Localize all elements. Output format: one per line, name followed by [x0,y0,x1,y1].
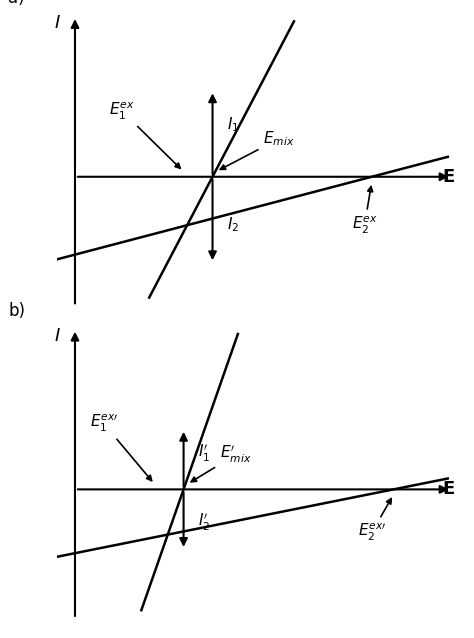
Text: $I$: $I$ [54,15,61,33]
Text: $I_1^{\prime}$: $I_1^{\prime}$ [198,443,210,464]
Text: $E_1^{ex}$: $E_1^{ex}$ [109,101,180,168]
Text: $I_1$: $I_1$ [227,115,239,135]
Text: $E_2^{ex}$: $E_2^{ex}$ [352,186,377,235]
Text: $E_{mix}$: $E_{mix}$ [220,130,294,170]
Text: $\mathbf{E}$: $\mathbf{E}$ [442,480,455,498]
Text: $E_1^{ex\prime}$: $E_1^{ex\prime}$ [90,413,152,480]
Text: $I_2^{\prime}$: $I_2^{\prime}$ [198,512,210,533]
Text: $E_2^{ex\prime}$: $E_2^{ex\prime}$ [357,498,391,543]
Text: $I$: $I$ [54,327,61,345]
Text: a): a) [9,0,25,7]
Text: $E_{mix}^{\prime}$: $E_{mix}^{\prime}$ [191,444,251,482]
Text: b): b) [8,302,25,320]
Text: $I_2$: $I_2$ [227,215,239,234]
Text: $\mathbf{E}$: $\mathbf{E}$ [442,168,455,186]
